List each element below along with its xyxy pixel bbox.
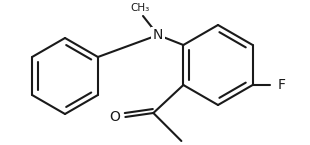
Text: CH₃: CH₃ — [131, 3, 150, 13]
Text: N: N — [153, 28, 163, 42]
Text: O: O — [109, 110, 120, 124]
Text: F: F — [278, 78, 286, 92]
